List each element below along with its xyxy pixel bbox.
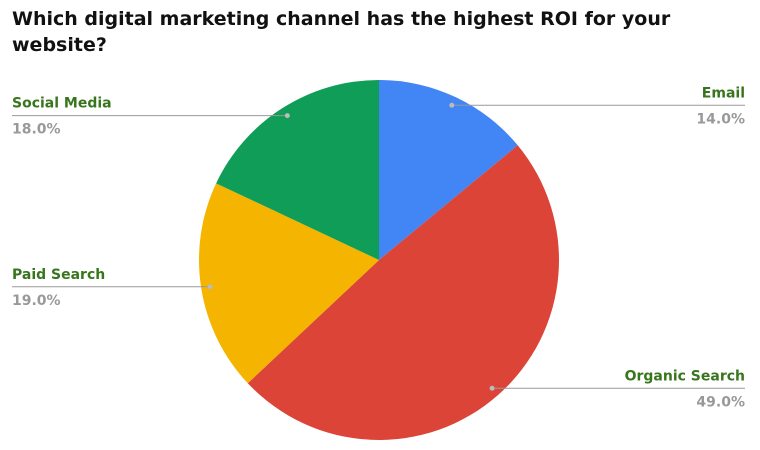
value-label: 14.0% [696,111,745,127]
value-label: 18.0% [12,122,61,138]
slice-label: Email [702,85,745,101]
pie-slice [198,183,379,384]
pie-slice [247,145,560,441]
pie-slice [216,79,379,260]
leader-dot [489,385,495,391]
leader-dot [207,284,213,290]
value-label: 19.0% [12,293,61,309]
pie-slice [379,80,518,260]
slice-label: Organic Search [625,368,745,384]
slice-label: Social Media [12,96,112,112]
chart-title: Which digital marketing channel has the … [12,8,671,56]
value-label: 49.0% [696,394,745,410]
slice-label: Paid Search [12,267,105,283]
leader-dot [284,113,290,119]
leader-dot [449,102,455,108]
